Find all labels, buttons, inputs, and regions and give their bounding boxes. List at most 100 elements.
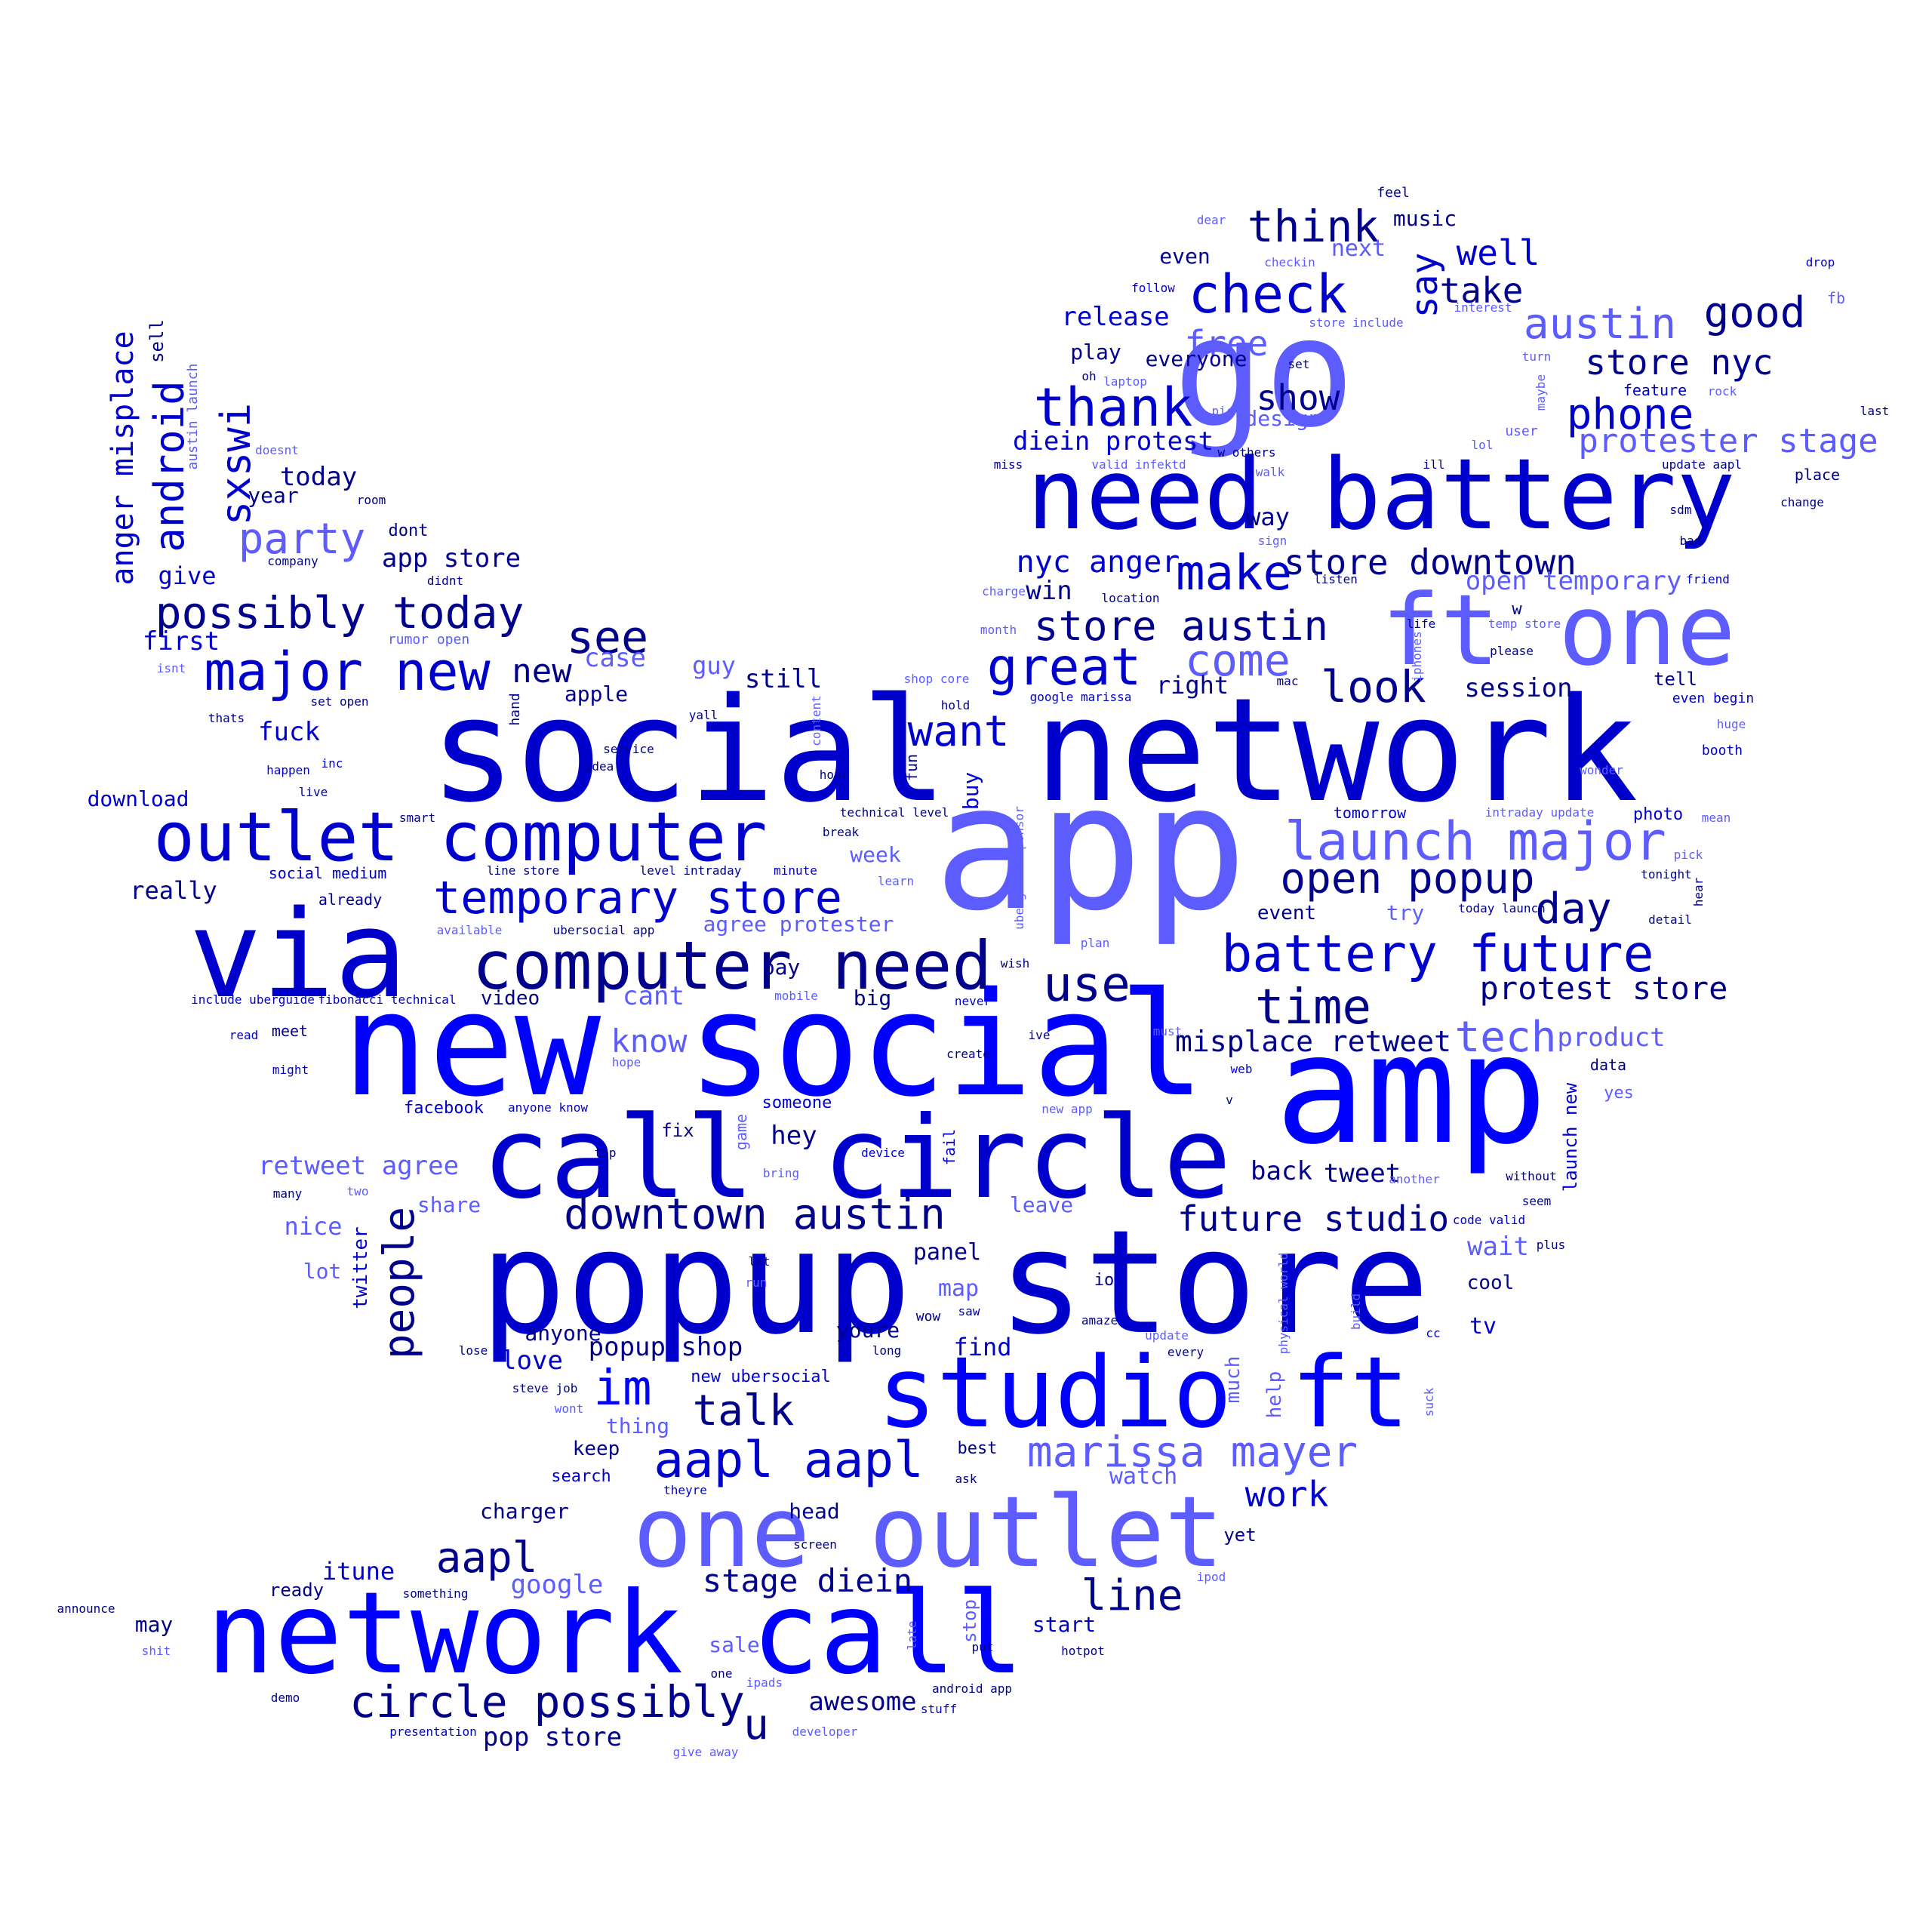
word-computer-need: computer need xyxy=(472,927,992,1004)
word-give: give xyxy=(158,561,217,590)
word-sdm: sdm xyxy=(1669,503,1692,517)
word-developer: developer xyxy=(792,1724,858,1739)
word-one: one xyxy=(710,1666,733,1681)
word-hour: hour xyxy=(819,768,849,782)
word-studio-ft: studio ft xyxy=(877,1335,1410,1450)
word-ive: ive xyxy=(1028,1028,1051,1042)
word-store-downtown: store downtown xyxy=(1284,542,1577,583)
word-huge: huge xyxy=(1716,717,1746,731)
word-need-battery: need battery xyxy=(1026,437,1736,552)
word-aapl: aapl xyxy=(435,1534,538,1583)
word-check: check xyxy=(1188,263,1348,325)
word-long: long xyxy=(872,1343,902,1358)
word-learn: learn xyxy=(877,874,915,888)
word-even-begin: even begin xyxy=(1672,691,1755,706)
word-use: use xyxy=(1043,957,1131,1013)
word-dear: dear xyxy=(1196,213,1226,227)
word-change: change xyxy=(1780,495,1824,509)
word-party: party xyxy=(238,515,366,564)
word-go: go xyxy=(1173,285,1355,461)
word-protester-stage: protester stage xyxy=(1578,422,1878,460)
word-update: update xyxy=(1145,1328,1189,1343)
word-bring: bring xyxy=(762,1166,800,1180)
word-idea: idea xyxy=(584,759,614,774)
word-release: release xyxy=(1061,302,1170,332)
word-nice: nice xyxy=(284,1212,343,1241)
word-itune: itune xyxy=(321,1557,395,1586)
word-web: web xyxy=(1230,1062,1253,1076)
word-thing: thing xyxy=(605,1414,670,1438)
word-today: today xyxy=(279,462,358,492)
word-cc: cc xyxy=(1426,1326,1441,1340)
word-mean: mean xyxy=(1701,811,1731,825)
word-rumor-open: rumor open xyxy=(387,632,470,648)
word-keep: keep xyxy=(572,1438,620,1460)
word-map: map xyxy=(937,1275,980,1302)
word-think: think xyxy=(1247,201,1380,252)
word-game: game xyxy=(732,1113,750,1151)
word-day: day xyxy=(1535,884,1612,934)
word-see: see xyxy=(566,611,649,664)
word-stop: stop xyxy=(959,1599,980,1643)
word-interest: interest xyxy=(1454,300,1512,315)
word-wow: wow xyxy=(915,1309,941,1324)
word-bad: bad xyxy=(1679,534,1702,548)
word-future-studio: future studio xyxy=(1177,1198,1450,1239)
word-place: place xyxy=(1794,466,1841,484)
word-store-include: store include xyxy=(1309,315,1404,330)
word-steve-job: steve job xyxy=(512,1381,578,1395)
word-late: late xyxy=(905,1620,919,1651)
word-social-medium: social medium xyxy=(268,864,387,882)
word-buy: buy xyxy=(958,771,983,811)
word-another: another xyxy=(1389,1172,1440,1186)
word-read: read xyxy=(229,1028,259,1042)
word-last: last xyxy=(1860,404,1890,418)
word-wish: wish xyxy=(1000,956,1030,971)
word-life: life xyxy=(1406,617,1436,631)
word-line-store: line store xyxy=(486,863,560,878)
word-sell: sell xyxy=(146,319,168,363)
word-technical-level: technical level xyxy=(839,805,949,820)
word-misplace-retweet: misplace retweet xyxy=(1174,1025,1452,1058)
word-even: even xyxy=(1159,244,1211,269)
word-app: app xyxy=(934,748,1247,949)
word-maybe: maybe xyxy=(1534,374,1548,411)
word-physical-world: physical world xyxy=(1276,1252,1291,1355)
word-battery-future: battery future xyxy=(1221,924,1654,984)
word-screen: screen xyxy=(793,1537,837,1552)
word-pick: pick xyxy=(1673,848,1703,862)
word-temp-store: temp store xyxy=(1487,617,1561,631)
word-walk: walk xyxy=(1255,465,1285,479)
word-line: line xyxy=(1081,1571,1183,1620)
word-ask: ask xyxy=(955,1472,977,1486)
word-level-intraday: level intraday xyxy=(639,863,742,878)
word-want: want xyxy=(907,707,1010,756)
word-stuff: stuff xyxy=(920,1702,958,1716)
word-panel: panel xyxy=(912,1239,982,1266)
word-include-uberguide: include uberguide xyxy=(191,992,315,1007)
word-one-outlet: one outlet xyxy=(632,1475,1224,1589)
word-plus: plus xyxy=(1536,1238,1566,1252)
word-google: google xyxy=(510,1570,604,1600)
word-isnt: isnt xyxy=(156,661,186,675)
word-store-austin: store austin xyxy=(1033,602,1329,650)
word-new-app: new app xyxy=(1041,1102,1093,1116)
word-take: take xyxy=(1439,270,1524,311)
word-never: never xyxy=(954,994,992,1008)
word-laptop: laptop xyxy=(1103,374,1147,389)
word-open-popup: open popup xyxy=(1280,854,1535,903)
word-way: way xyxy=(1246,503,1290,531)
word-saw: saw xyxy=(958,1304,980,1318)
word-popup-shop: popup shop xyxy=(588,1332,743,1362)
word-pop-store: pop store xyxy=(482,1722,623,1752)
word-sale: sale xyxy=(709,1632,760,1657)
word-lot: lot xyxy=(303,1259,342,1284)
word-thank: thank xyxy=(1033,377,1193,438)
word-anger-misplace: anger misplace xyxy=(106,331,140,586)
word-cant: cant xyxy=(623,981,685,1011)
word-theyre: theyre xyxy=(663,1483,707,1497)
word-good: good xyxy=(1703,288,1806,337)
word-google-marissa: google marissa xyxy=(1029,690,1132,704)
word-talk: talk xyxy=(692,1386,795,1435)
word-aapl-aapl: aapl aapl xyxy=(654,1431,924,1489)
